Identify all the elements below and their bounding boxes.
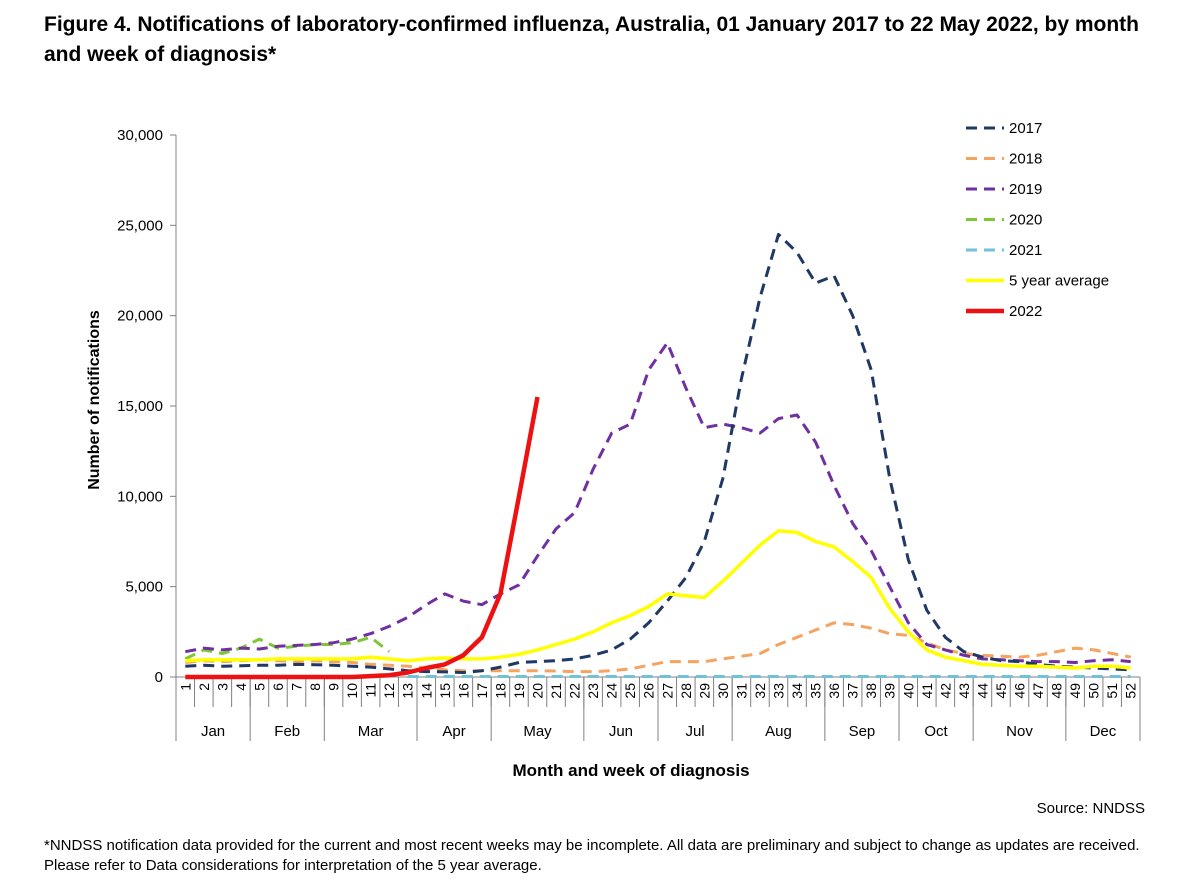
week-tick-label: 51 [1104,683,1120,699]
week-tick-label: 13 [400,683,416,699]
series-lines [184,232,1131,680]
x-axis: 1 2 3 4 5 6 7 8 9 10 11 12 13 14 15 16 17 18 19 20 21 22 23 24 2… [175,676,1141,741]
y-tick-label: 30,000 [117,127,163,144]
week-tick-label: 12 [381,683,397,699]
legend-label: 2020 [1009,212,1042,229]
week-tick-label: 16 [455,683,471,699]
week-tick-label: 24 [604,683,620,699]
week-tick-label: 44 [974,683,990,699]
series-line-5-year-average [185,528,1131,670]
y-axis-label: Number of notifications [86,310,103,490]
month-label: Apr [442,723,465,740]
month-label: Aug [765,723,792,740]
y-tick-label: 15,000 [117,398,163,415]
week-tick-label: 21 [548,683,564,699]
series-line-2020 [184,635,391,661]
week-tick-label: 8 [307,683,323,691]
week-tick-label: 3 [214,683,230,691]
week-tick-label: 11 [363,683,379,698]
week-tick-label: 41 [919,683,935,699]
week-tick-label: 42 [937,683,953,699]
month-label: Sep [849,723,876,740]
legend-label: 2021 [1009,242,1042,259]
week-tick-label: 15 [437,683,453,699]
week-tick-label: 4 [233,683,249,691]
week-tick-label: 6 [270,683,286,691]
week-tick-label: 18 [492,683,508,699]
week-tick-label: 39 [882,683,898,699]
legend-label: 5 year average [1009,273,1109,290]
week-tick-label: 34 [789,683,805,699]
legend-label: 2022 [1009,303,1042,320]
week-tick-label: 23 [585,683,601,699]
week-tick-label: 14 [418,683,434,699]
week-tick-label: 43 [956,683,972,699]
week-tick-label: 22 [567,683,583,699]
week-tick-label: 37 [845,683,861,699]
month-label: Nov [1006,723,1033,740]
footnote: *NNDSS notification data provided for th… [44,837,1140,874]
month-label: Jan [201,723,225,740]
week-tick-label: 20 [530,683,546,699]
y-tick-label: 10,000 [117,488,163,505]
week-tick-label: 36 [826,683,842,699]
week-tick-label: 50 [1086,683,1102,699]
month-label: Jun [609,723,633,740]
y-tick-label: 25,000 [117,217,163,234]
week-tick-label: 5 [251,683,267,691]
week-tick-label: 27 [659,683,675,699]
week-tick-label: 47 [1030,683,1046,699]
month-label: Feb [274,723,300,740]
week-tick-label: 45 [993,683,1009,699]
month-label: Mar [358,723,384,740]
legend-label: 2017 [1009,120,1042,137]
series-line-2017 [185,232,1131,674]
week-tick-label: 30 [715,683,731,699]
week-tick-label: 35 [808,683,824,699]
week-tick-label: 52 [1123,683,1139,699]
x-axis-label: Month and week of diagnosis [512,761,749,780]
week-tick-label: 17 [474,683,490,699]
week-tick-label: 31 [733,683,749,699]
series-line-2022 [185,396,540,680]
y-axis-ticks: 0 5,000 10,000 15,000 20,000 25,000 30,000 [117,127,177,686]
y-tick-label: 0 [155,669,163,686]
week-tick-label: 26 [641,683,657,699]
legend-label: 2019 [1009,181,1042,198]
week-tick-label: 2 [196,683,212,691]
series-line-2019 [185,341,1131,664]
legend: 2017 2018 2019 2020 2021 5 year average 2022 [966,120,1109,320]
week-tick-label: 10 [344,683,360,699]
legend-label: 2018 [1009,151,1042,168]
week-tick-label: 49 [1067,683,1083,699]
month-label: May [523,723,552,740]
week-tick-label: 40 [900,683,916,699]
week-tick-label: 29 [696,683,712,699]
source-note: Source: NNDSS [1036,800,1145,817]
week-tick-label: 1 [177,683,193,691]
month-label: Oct [924,723,948,740]
week-tick-label: 25 [622,683,638,699]
week-tick-label: 9 [326,683,342,691]
week-tick-label: 19 [511,683,527,699]
y-tick-label: 20,000 [117,308,163,325]
figure-title: Figure 4. Notifications of laboratory-co… [44,13,1140,66]
week-tick-label: 33 [771,683,787,699]
week-tick-label: 38 [863,683,879,699]
week-tick-label: 48 [1049,683,1065,699]
month-label: Dec [1090,723,1117,740]
month-label: Jul [685,723,704,740]
week-tick-label: 7 [289,683,305,691]
week-tick-label: 46 [1012,683,1028,699]
y-tick-label: 5,000 [125,579,163,596]
week-tick-label: 32 [752,683,768,699]
week-tick-label: 28 [678,683,694,699]
